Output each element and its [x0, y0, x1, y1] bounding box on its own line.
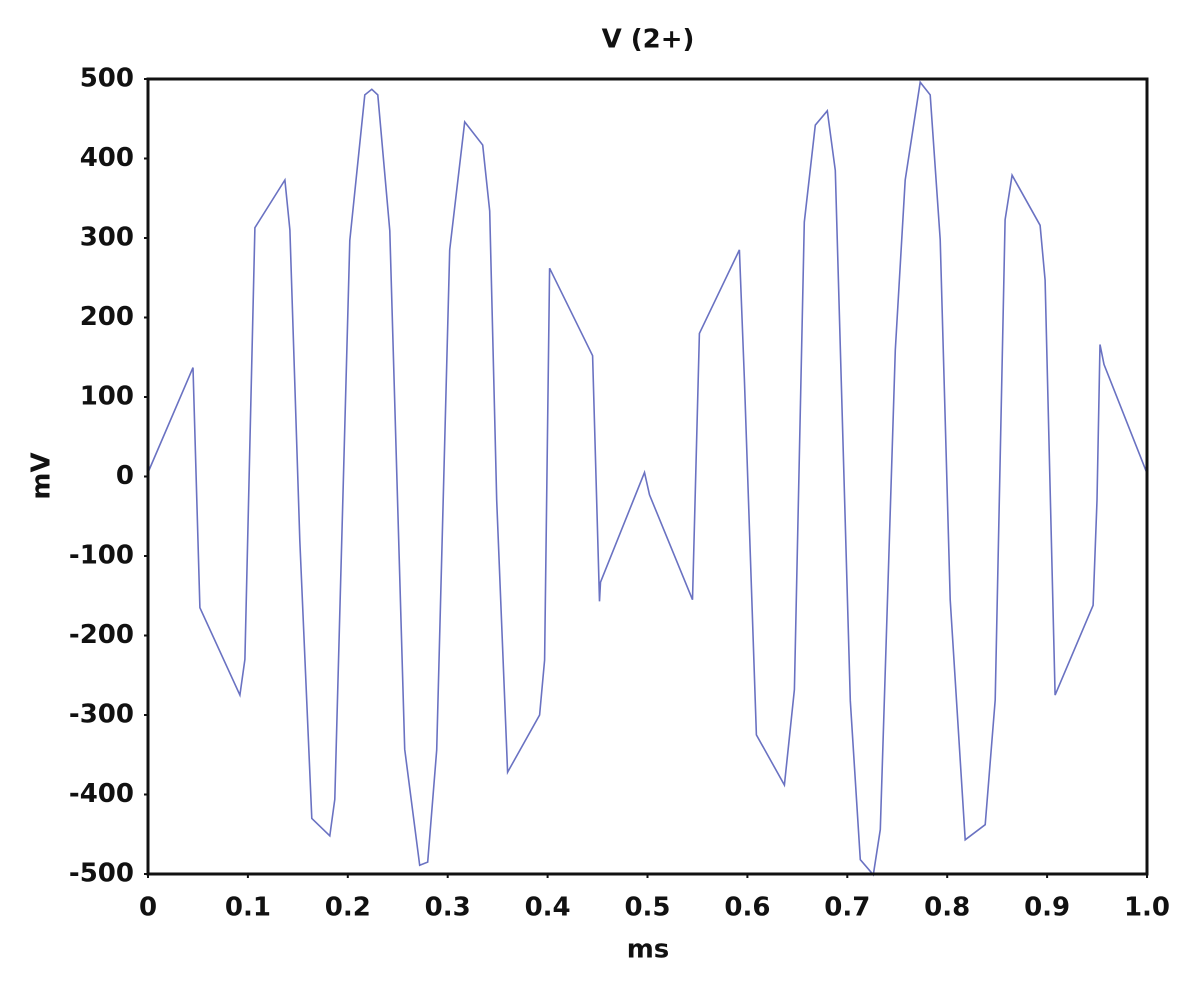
- y-tick-label: 500: [80, 64, 134, 94]
- y-tick-label: -100: [69, 541, 134, 571]
- chart-title: V (2+): [602, 25, 695, 55]
- x-tick-label: 0.5: [624, 893, 670, 923]
- y-tick-label: -400: [69, 779, 134, 809]
- x-tick-label: 0.2: [325, 893, 371, 923]
- x-tick-label: 0.8: [924, 893, 970, 923]
- y-tick-label: 0: [116, 461, 134, 491]
- y-tick-label: 400: [80, 143, 134, 173]
- series-line: [147, 80, 1148, 877]
- x-tick-label: 1.0: [1124, 893, 1170, 923]
- y-tick-label: -300: [69, 700, 134, 730]
- x-tick-label: 0.3: [425, 893, 471, 923]
- plot-frame: [146, 77, 1149, 876]
- y-tick-label: -200: [69, 620, 134, 650]
- y-tick-label: -500: [69, 859, 134, 889]
- y-axis-label: mV: [27, 452, 57, 499]
- x-axis-label: ms: [627, 935, 670, 965]
- x-tick-label: 0: [139, 893, 157, 923]
- x-tick-label: 0.1: [225, 893, 271, 923]
- y-tick-label: 300: [80, 223, 134, 253]
- x-tick-label: 0.6: [724, 893, 770, 923]
- x-tick-label: 0.4: [525, 893, 571, 923]
- x-tick-label: 0.7: [824, 893, 870, 923]
- y-tick-label: 100: [80, 382, 134, 412]
- y-tick-label: 200: [80, 302, 134, 332]
- x-tick-label: 0.9: [1024, 893, 1070, 923]
